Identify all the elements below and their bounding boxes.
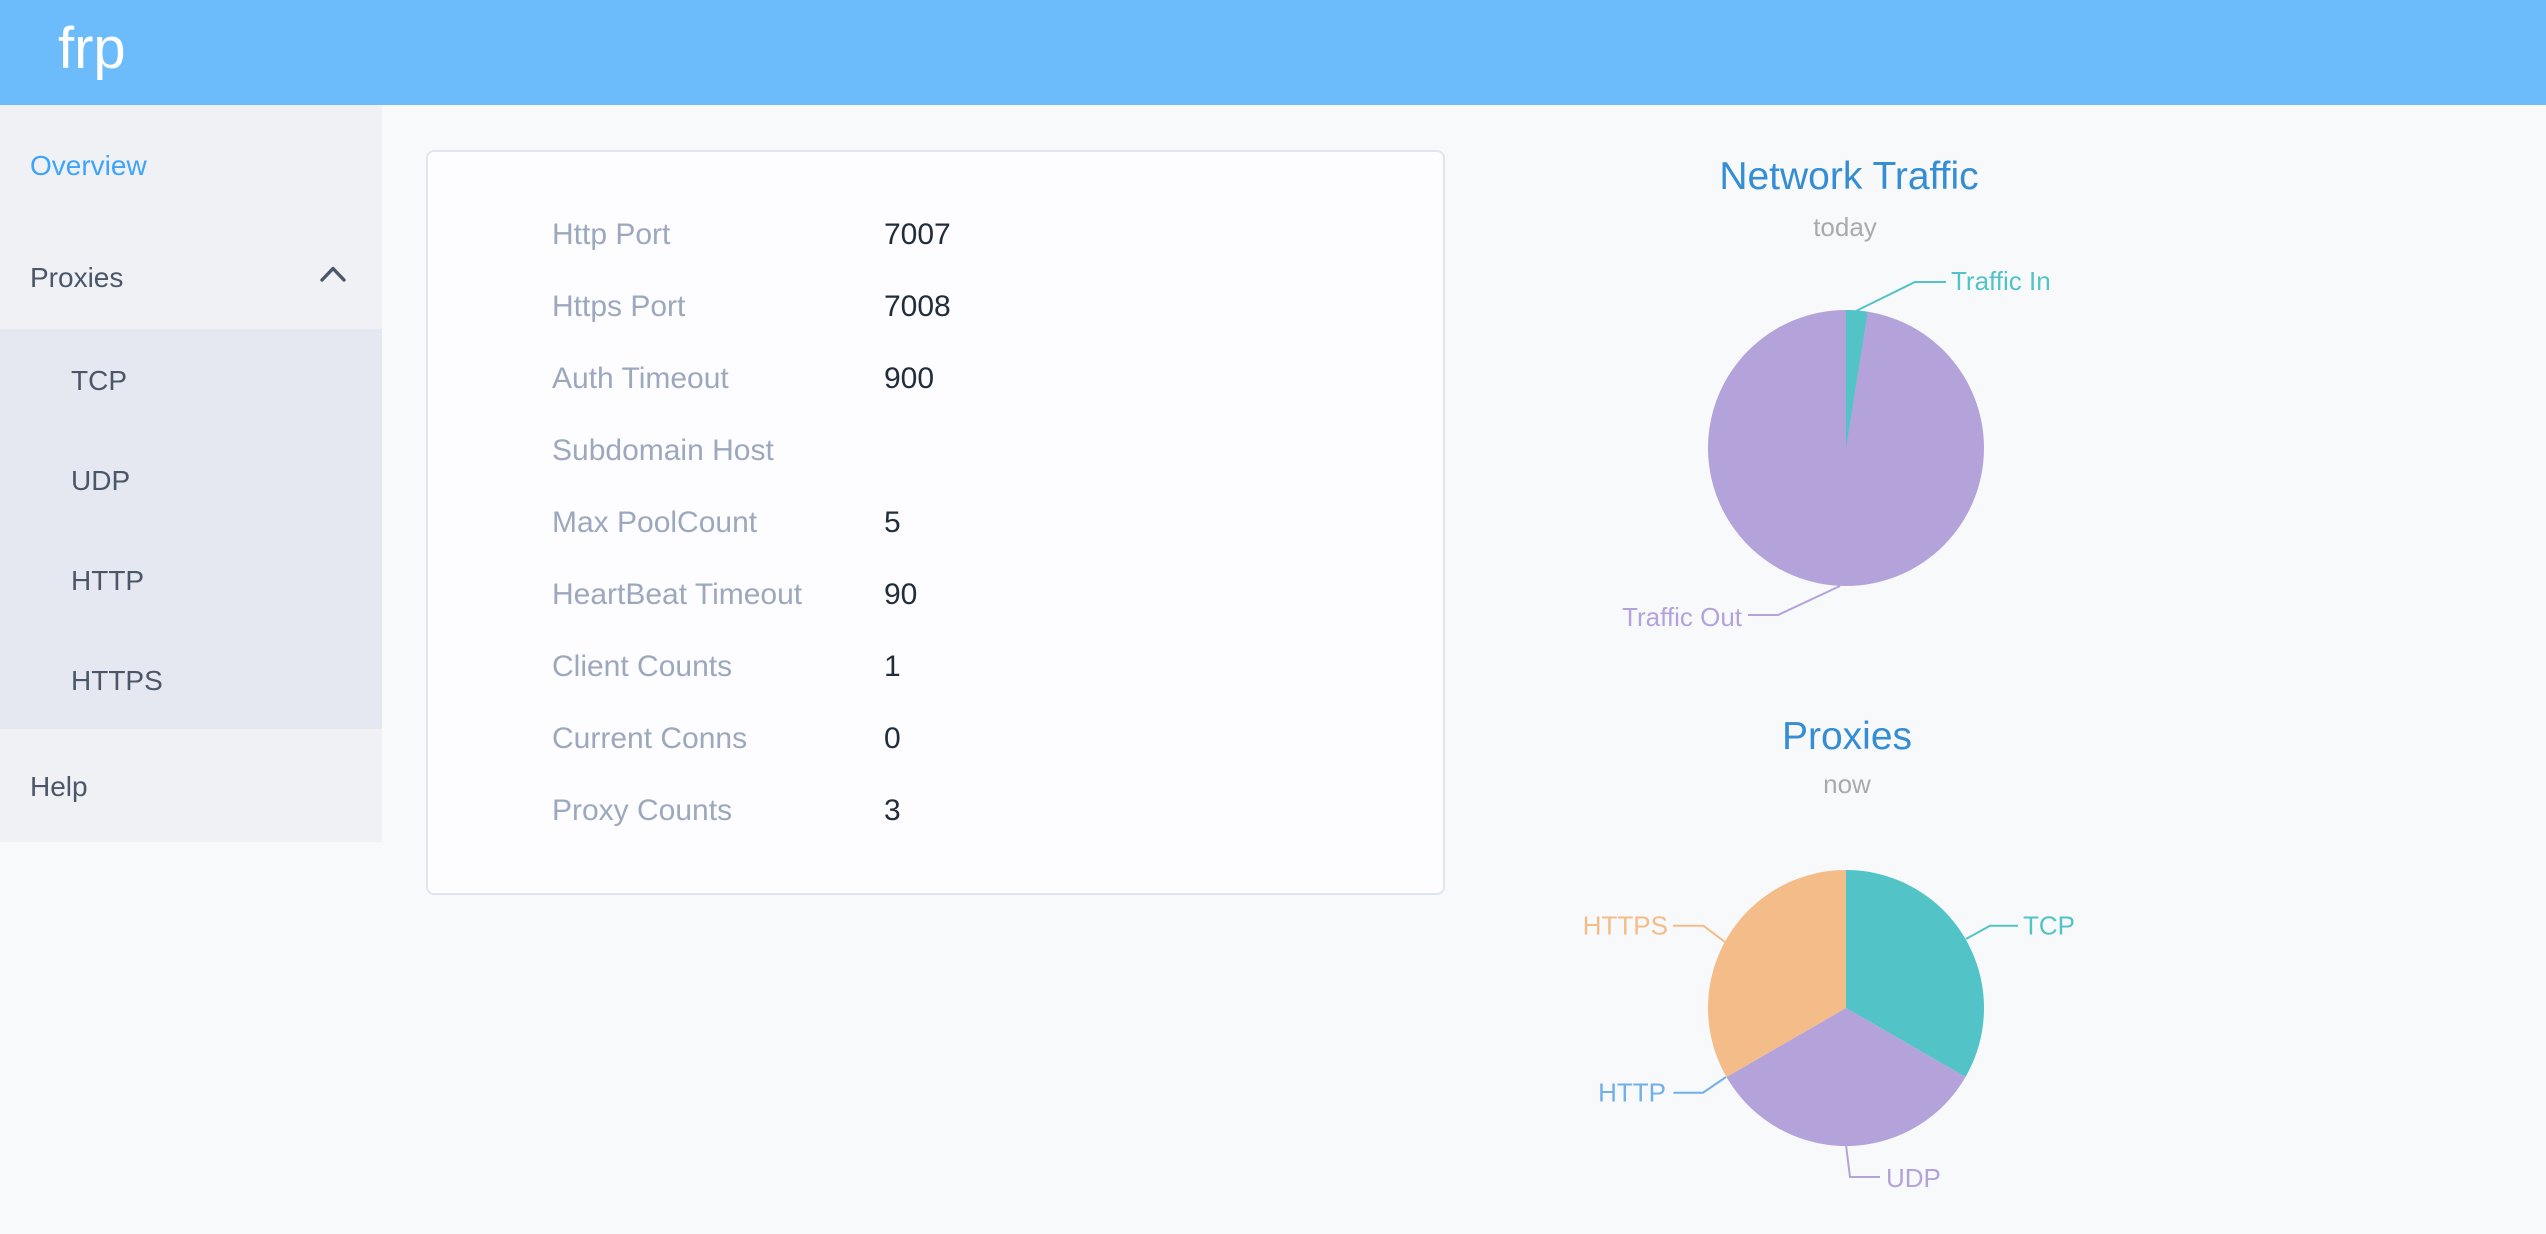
svg-text:Network Traffic: Network Traffic [1719,155,1978,198]
svg-text:HTTP: HTTP [1598,1078,1666,1108]
svg-text:Proxies: Proxies [1782,715,1912,758]
svg-text:TCP: TCP [2023,911,2075,941]
svg-text:HTTPS: HTTPS [1583,911,1668,941]
svg-text:today: today [1813,212,1877,242]
svg-text:UDP: UDP [1886,1163,1941,1193]
svg-text:Traffic In: Traffic In [1951,266,2051,296]
svg-text:Traffic Out: Traffic Out [1622,602,1743,632]
svg-text:now: now [1823,769,1871,799]
